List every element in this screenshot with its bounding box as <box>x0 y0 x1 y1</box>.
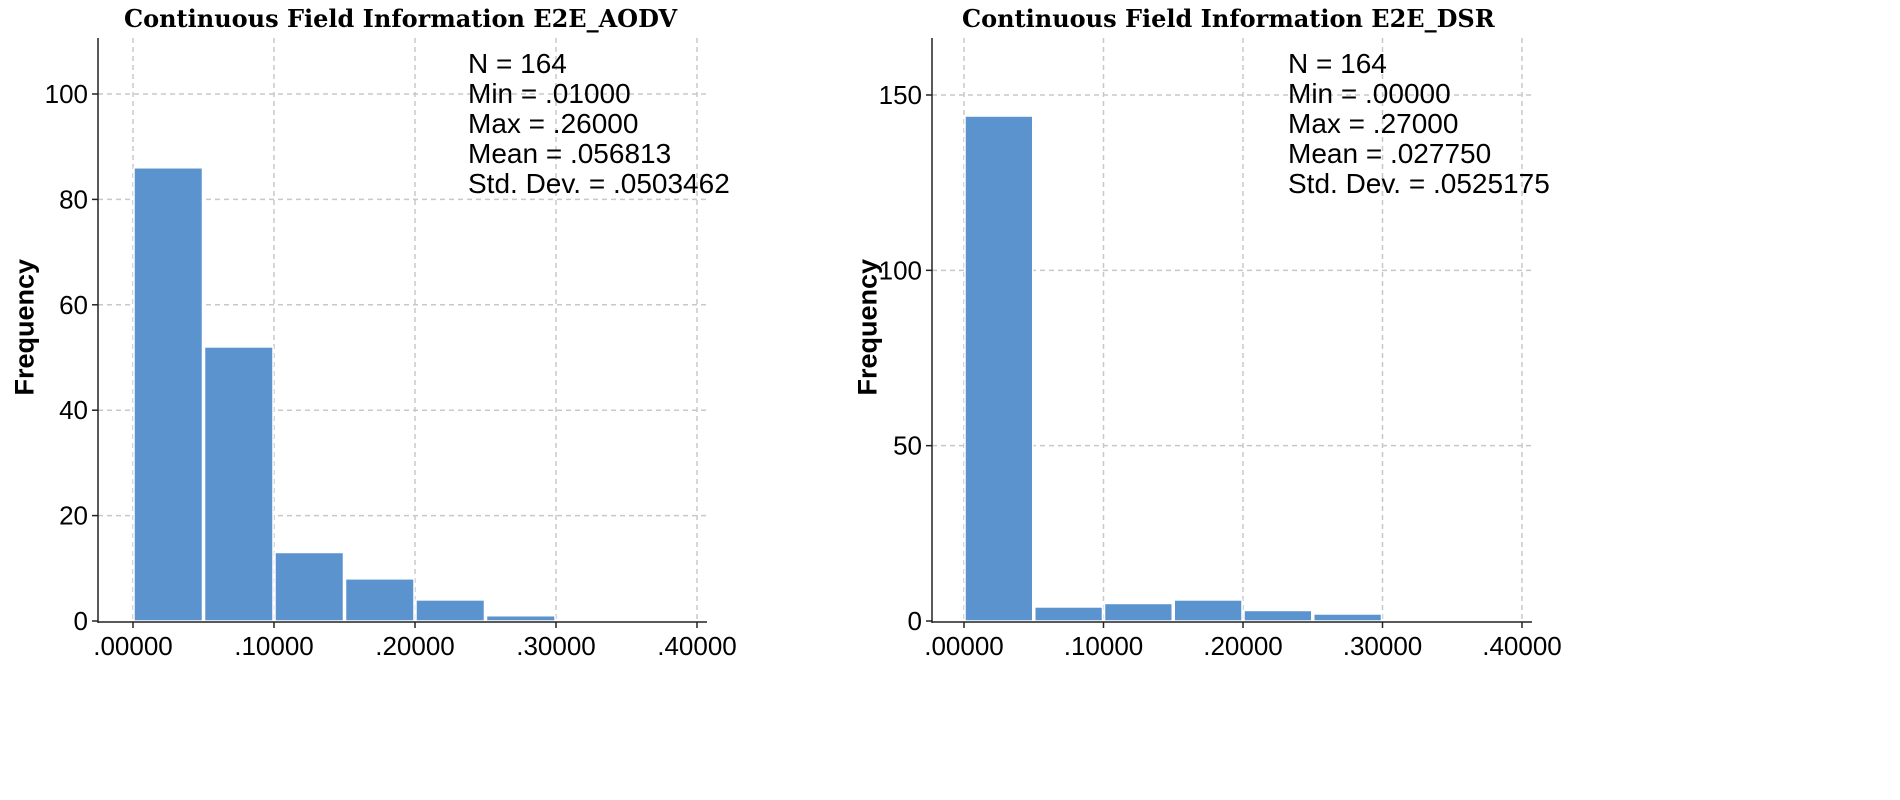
stat-n: N = 164 <box>468 48 567 79</box>
x-tick-label: .10000 <box>1064 631 1144 661</box>
histogram-bar <box>274 551 345 622</box>
stat-min: Min = .01000 <box>468 78 631 109</box>
y-tick-label: 50 <box>893 431 922 461</box>
x-tick-label: .30000 <box>1343 631 1423 661</box>
histogram-bar <box>203 346 274 622</box>
y-tick-label: 60 <box>59 290 88 320</box>
y-tick-label: 20 <box>59 501 88 531</box>
x-tick-label: .20000 <box>1203 631 1283 661</box>
stat-n: N = 164 <box>1288 48 1387 79</box>
stats-box: N = 164 Min = .01000 Max = .26000 Mean =… <box>468 49 730 199</box>
histogram-bar <box>415 599 486 622</box>
x-tick-label: .20000 <box>375 631 455 661</box>
x-tick-label: .10000 <box>234 631 314 661</box>
histogram-bar <box>485 614 556 622</box>
stat-mean: Mean = .027750 <box>1288 138 1492 169</box>
histogram-bar <box>1103 602 1173 622</box>
stat-min: Min = .00000 <box>1288 78 1451 109</box>
stats-box: N = 164 Min = .00000 Max = .27000 Mean =… <box>1288 49 1550 199</box>
stat-max: Max = .27000 <box>1288 108 1459 139</box>
stat-std-dev: Std. Dev. = .0503462 <box>468 168 730 199</box>
chart-title: Continuous Field Information E2E_DSR <box>962 4 1495 33</box>
histogram-bar <box>1243 609 1313 622</box>
histogram-bar <box>1034 606 1104 622</box>
x-tick-label: .00000 <box>93 631 173 661</box>
histogram-bar <box>964 115 1034 622</box>
y-tick-label: 100 <box>45 79 88 109</box>
histogram-bar <box>1313 613 1383 622</box>
histogram-bar <box>1173 599 1243 622</box>
y-tick-label: 150 <box>879 80 922 110</box>
histogram-dsr: Continuous Field Information E2E_DSR Fre… <box>853 0 1900 800</box>
x-tick-label: .40000 <box>657 631 737 661</box>
y-tick-label: 0 <box>74 606 88 636</box>
histogram-bar <box>344 578 415 622</box>
stat-std-dev: Std. Dev. = .0525175 <box>1288 168 1550 199</box>
plot-area: 0 20 40 60 80 100 .00000 .10000 .20000 .30000 .400… <box>45 38 737 661</box>
stat-mean: Mean = .056813 <box>468 138 672 169</box>
x-tick-label: .00000 <box>924 631 1004 661</box>
y-tick-label: 40 <box>59 395 88 425</box>
histogram-bar <box>133 167 204 622</box>
chart-title: Continuous Field Information E2E_AODV <box>124 4 678 33</box>
y-tick-label: 100 <box>879 255 922 285</box>
y-tick-label: 80 <box>59 184 88 214</box>
histogram-aodv: Continuous Field Information E2E_AODV Fr… <box>10 4 737 661</box>
x-tick-label: .30000 <box>516 631 596 661</box>
stat-max: Max = .26000 <box>468 108 639 139</box>
y-tick-label: 0 <box>908 606 922 636</box>
x-tick-label: .40000 <box>1482 631 1562 661</box>
